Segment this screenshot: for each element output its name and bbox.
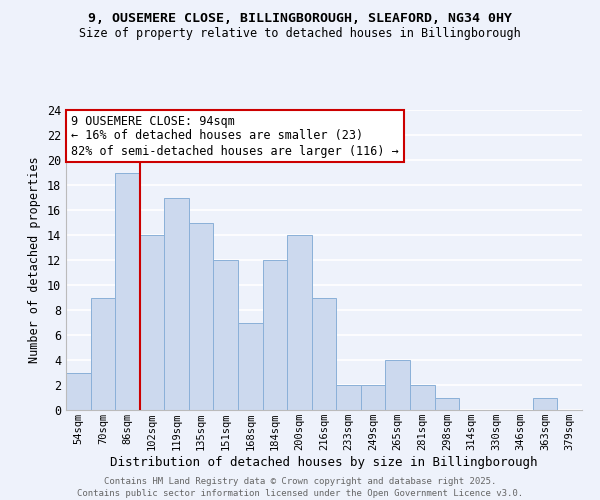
Y-axis label: Number of detached properties: Number of detached properties: [28, 156, 41, 364]
Text: Contains public sector information licensed under the Open Government Licence v3: Contains public sector information licen…: [77, 489, 523, 498]
Bar: [533, 398, 557, 410]
Text: Contains HM Land Registry data © Crown copyright and database right 2025.: Contains HM Land Registry data © Crown c…: [104, 478, 496, 486]
Bar: [263, 260, 287, 410]
Bar: [410, 385, 434, 410]
Text: Size of property relative to detached houses in Billingborough: Size of property relative to detached ho…: [79, 28, 521, 40]
Bar: [164, 198, 189, 410]
Bar: [336, 385, 361, 410]
Bar: [361, 385, 385, 410]
Bar: [287, 235, 312, 410]
Bar: [434, 398, 459, 410]
Bar: [140, 235, 164, 410]
X-axis label: Distribution of detached houses by size in Billingborough: Distribution of detached houses by size …: [110, 456, 538, 469]
Text: 9, OUSEMERE CLOSE, BILLINGBOROUGH, SLEAFORD, NG34 0HY: 9, OUSEMERE CLOSE, BILLINGBOROUGH, SLEAF…: [88, 12, 512, 26]
Bar: [238, 322, 263, 410]
Bar: [385, 360, 410, 410]
Bar: [214, 260, 238, 410]
Bar: [115, 172, 140, 410]
Text: 9 OUSEMERE CLOSE: 94sqm
← 16% of detached houses are smaller (23)
82% of semi-de: 9 OUSEMERE CLOSE: 94sqm ← 16% of detache…: [71, 114, 399, 158]
Bar: [66, 372, 91, 410]
Bar: [312, 298, 336, 410]
Bar: [91, 298, 115, 410]
Bar: [189, 222, 214, 410]
